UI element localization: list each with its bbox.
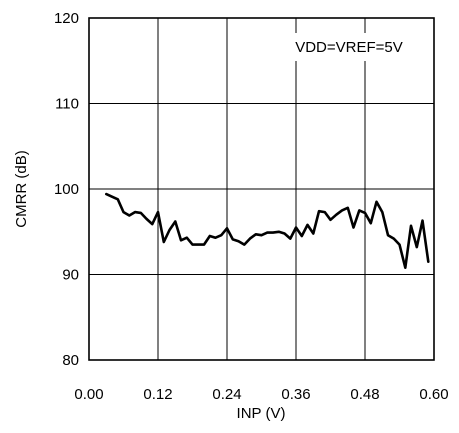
y-tick-label: 90	[62, 267, 79, 284]
x-axis-label: INP (V)	[237, 405, 286, 422]
y-tick-label: 80	[62, 352, 79, 369]
y-tick-label: 120	[54, 10, 79, 27]
annotation-background	[270, 33, 428, 61]
x-tick-label: 0.48	[350, 386, 379, 403]
cmrr-series-line	[105, 192, 430, 270]
annotation-text: VDD=VREF=5V	[295, 39, 403, 56]
x-ticks: 0.00 0.12 0.24 0.36 0.48 0.60	[74, 386, 448, 403]
x-tick-label: 0.36	[281, 386, 310, 403]
y-axis-label: CMRR (dB)	[13, 150, 30, 228]
x-tick-label: 0.00	[74, 386, 103, 403]
plot-frame	[88, 17, 435, 361]
y-tick-label: 100	[54, 181, 79, 198]
x-tick-label: 0.24	[212, 386, 241, 403]
grid-lines	[89, 18, 434, 360]
x-tick-label: 0.60	[419, 386, 448, 403]
x-tick-label: 0.12	[143, 386, 172, 403]
annotation-box: VDD=VREF=5V	[270, 33, 428, 61]
y-ticks: 80 90 100 110 120	[54, 10, 79, 369]
y-tick-label: 110	[55, 96, 79, 113]
